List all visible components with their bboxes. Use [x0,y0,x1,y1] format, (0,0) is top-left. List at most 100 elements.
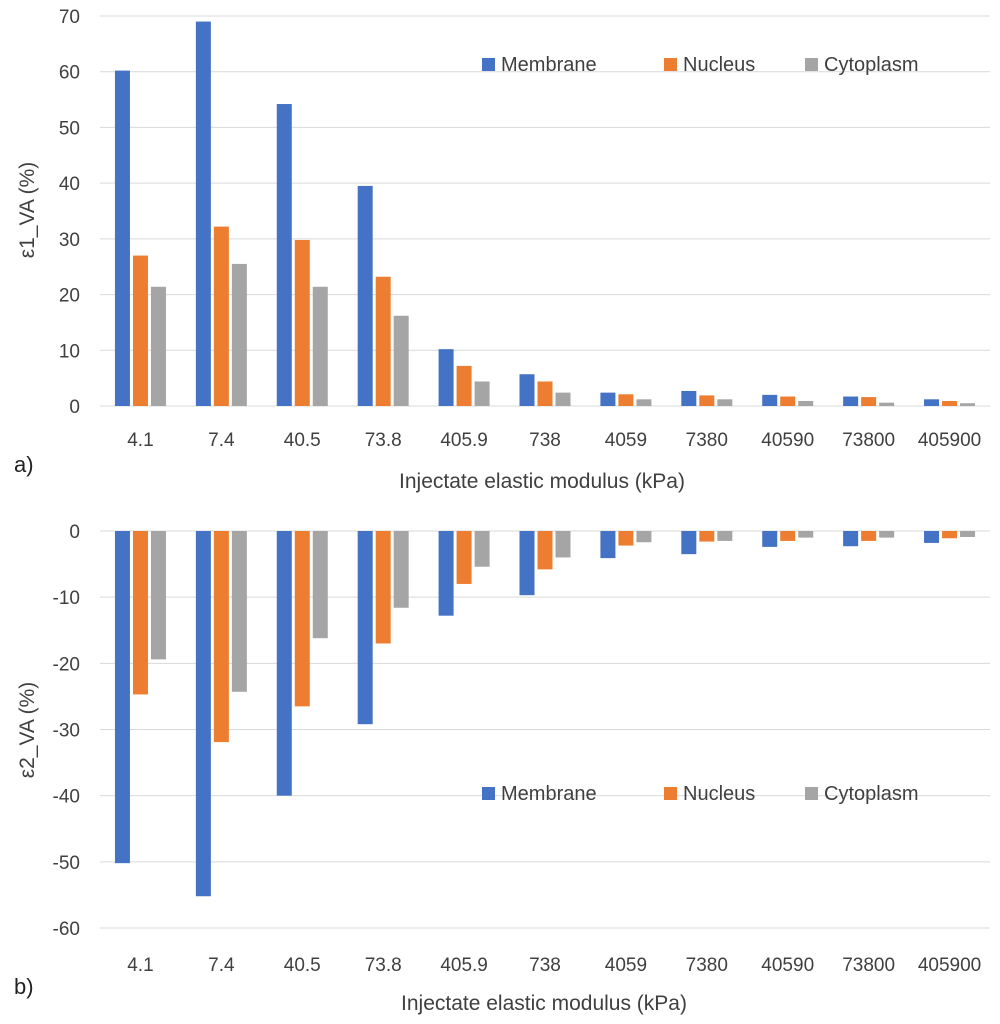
x-tick-label: 405.9 [440,430,488,451]
x-tick-label: 73.8 [365,430,402,451]
x-tick-label: 4.1 [127,430,153,451]
legend-label: Nucleus [683,783,755,805]
x-tick-label: 7.4 [208,430,235,451]
bar-cytoplasm-405900 [960,531,976,537]
bar-cytoplasm-40.5 [312,531,328,639]
y-tick-label: 0 [69,522,80,543]
legend-label: Membrane [501,783,597,805]
bar-nucleus-40590 [780,396,796,406]
legend-label: Nucleus [683,54,755,76]
bar-nucleus-7.4 [213,226,229,406]
bar-membrane-405900 [924,399,940,406]
chart-panel-b: 0 -10 -20 -30 -40 -50 -60 4.1 7.4 40.5 73.8 405.9 7… [14,522,990,1015]
x-tick-label: 40590 [761,955,814,976]
bar-membrane-4.1 [114,70,130,406]
bar-cytoplasm-4059 [636,531,652,543]
y-tick-label: -50 [53,853,80,874]
x-tick-label: 40.5 [284,955,321,976]
bar-cytoplasm-738 [555,531,571,558]
bar-membrane-40.5 [276,104,292,407]
bar-membrane-4059 [600,392,616,406]
y-tick-label: 70 [59,7,80,28]
bar-membrane-40590 [762,531,778,547]
chart-panel-a: 0 10 20 30 40 50 60 70 4.1 7.4 40.5 73.8 405.9 738 40… [14,7,990,493]
panel-label: a) [14,452,34,477]
legend-label: Cytoplasm [824,783,918,805]
y-tick-label: 50 [59,118,80,139]
y-axis-title: ε2_VA (%) [16,682,39,779]
bar-nucleus-73800 [861,397,877,406]
x-tick-label: 4059 [605,430,647,451]
bar-membrane-738 [519,531,535,596]
y-tick-label: 20 [59,286,80,307]
x-tick-label: 7380 [686,955,728,976]
bar-nucleus-4.1 [132,255,148,406]
bar-membrane-40.5 [276,531,292,796]
bar-cytoplasm-7380 [717,399,733,406]
x-tick-label: 40590 [761,430,814,451]
bar-membrane-7380 [681,531,697,555]
bar-nucleus-405900 [942,531,958,539]
bar-nucleus-40.5 [294,239,310,406]
bar-cytoplasm-40.5 [312,286,328,406]
bar-nucleus-7380 [699,395,715,406]
bar-cytoplasm-73800 [879,402,895,406]
panel-label: b) [14,974,34,999]
bar-membrane-4.1 [114,531,130,864]
bar-membrane-7380 [681,390,697,406]
bar-nucleus-73.8 [375,531,391,644]
x-tick-label: 405900 [918,430,981,451]
legend-swatch-cytoplasm [805,58,818,71]
x-tick-label: 73.8 [365,955,402,976]
x-axis-title: Injectate elastic modulus (kPa) [401,992,687,1015]
x-tick-label: 405900 [918,955,981,976]
bar-nucleus-7.4 [213,531,229,743]
bar-cytoplasm-7380 [717,531,733,541]
legend-swatch-cytoplasm [805,787,818,800]
bar-membrane-405900 [924,531,940,543]
bar-membrane-405.9 [438,531,454,616]
bar-membrane-73.8 [357,531,373,725]
bar-cytoplasm-7.4 [231,263,247,406]
bar-cytoplasm-4.1 [150,286,166,406]
bar-nucleus-7380 [699,531,715,542]
bar-membrane-7.4 [195,21,211,406]
bar-nucleus-405900 [942,400,958,406]
bar-cytoplasm-73800 [879,531,895,538]
legend-swatch-membrane [482,787,495,800]
x-tick-label: 73800 [842,955,895,976]
y-tick-label: 40 [59,174,80,195]
legend-label: Membrane [501,54,597,76]
y-tick-label: -40 [53,787,80,808]
bar-membrane-40590 [762,394,778,406]
x-tick-label: 40.5 [284,430,321,451]
x-axis-title: Injectate elastic modulus (kPa) [399,470,685,493]
y-tick-label: -30 [53,721,80,742]
x-tick-label: 73800 [842,430,895,451]
x-tick-label: 405.9 [440,955,488,976]
bar-cytoplasm-405.9 [474,381,490,406]
bar-nucleus-4059 [618,394,634,406]
bar-cytoplasm-405900 [960,403,976,406]
bar-nucleus-738 [537,531,553,570]
bar-cytoplasm-738 [555,392,571,406]
y-tick-label: 0 [69,397,80,418]
bar-nucleus-405.9 [456,365,472,406]
bar-nucleus-40590 [780,531,796,541]
y-tick-label: 30 [59,230,80,251]
bar-membrane-73800 [843,531,859,547]
legend-swatch-nucleus [664,58,677,71]
bar-membrane-405.9 [438,349,454,406]
legend-label: Cytoplasm [824,54,918,76]
bar-cytoplasm-405.9 [474,531,490,567]
bar-cytoplasm-40590 [798,531,814,538]
bar-nucleus-738 [537,381,553,406]
bar-membrane-7.4 [195,531,211,897]
bar-membrane-4059 [600,531,616,559]
x-tick-label: 4.1 [127,955,153,976]
bar-nucleus-4.1 [132,531,148,695]
bar-cytoplasm-4059 [636,399,652,406]
y-tick-label: 10 [59,341,80,362]
bar-nucleus-40.5 [294,531,310,707]
